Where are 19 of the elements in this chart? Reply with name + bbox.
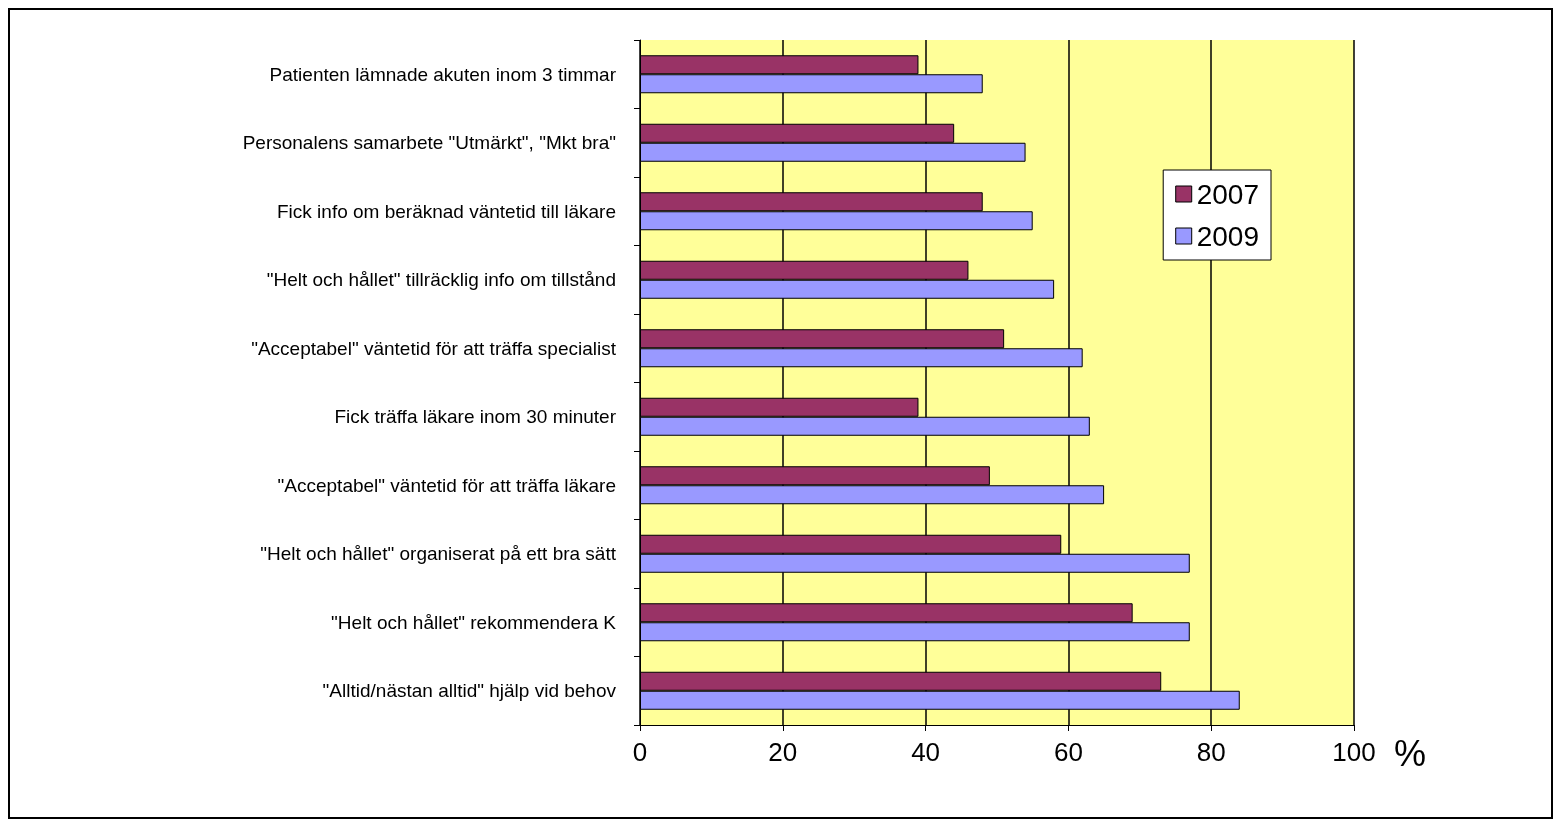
legend-label: 2009 [1196,220,1260,252]
y-tick-label: Patienten lämnade akuten inom 3 timmar [269,63,617,85]
y-tick-label: "Helt och hållet" organiserat på ett bra sätt [260,543,617,565]
x-tick-label: 20 [768,737,798,767]
x-tick-label: 60 [1053,737,1083,767]
legend-label: 2007 [1196,178,1260,210]
x-tick-label: 0 [632,737,648,767]
y-tick-label: Fick träffa läkare inom 30 minuter [334,406,617,428]
y-tick-label: Fick info om beräknad väntetid till läkare [277,200,616,222]
x-tick-label: 80 [1196,737,1226,767]
y-tick-label: "Helt och hållet" rekommendera K [331,611,617,633]
y-tick-label: "Alltid/nästan alltid" hjälp vid behov [322,680,617,702]
x-tick-label: 100 [1332,737,1376,767]
x-tick-label: 40 [911,737,941,767]
x-axis-title: % [1394,732,1427,774]
y-tick-label: "Helt och hållet" tillräcklig info om tillstånd [266,269,616,291]
y-tick-label: Personalens samarbete "Utmärkt", "Mkt bra" [242,132,616,154]
y-tick-label: "Acceptabel" väntetid för att träffa läkare [277,474,616,496]
y-tick-label: "Acceptabel" väntetid för att träffa specialist [251,337,617,359]
